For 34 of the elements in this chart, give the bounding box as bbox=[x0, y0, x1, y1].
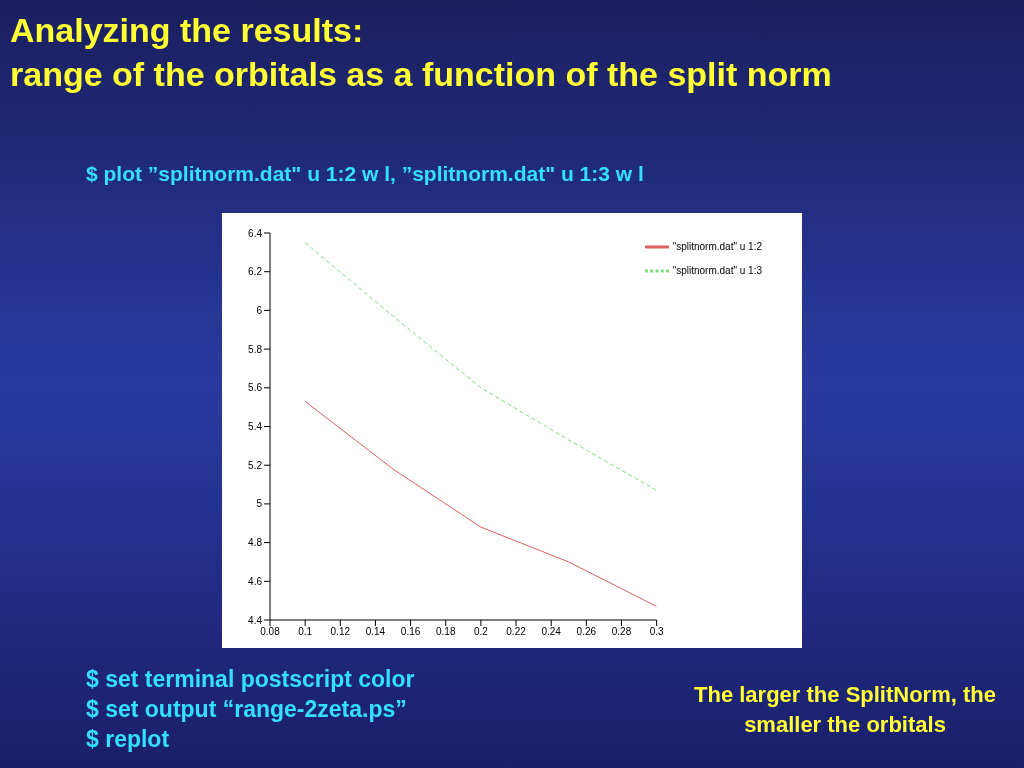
x-tick-label: 0.28 bbox=[611, 626, 632, 638]
x-tick-label: 0.18 bbox=[436, 626, 456, 638]
y-tick-label: 5.6 bbox=[248, 382, 263, 394]
y-tick-label: 5.8 bbox=[248, 343, 263, 355]
text: $ replot bbox=[86, 725, 171, 754]
x-tick-label: 0.2 bbox=[473, 626, 489, 638]
x-tick-label: 0.24 bbox=[541, 626, 562, 638]
line-series bbox=[304, 242, 657, 491]
y-tick-label: 5 bbox=[256, 498, 263, 510]
x-tick-label: 0.16 bbox=[400, 626, 421, 638]
x-tick-label: 0.14 bbox=[365, 626, 386, 638]
x-tick-label: 0.22 bbox=[506, 626, 527, 638]
y-tick-label: 4.8 bbox=[248, 537, 263, 549]
legend-label: "splitnorm.dat" u 1:3 bbox=[672, 264, 762, 276]
y-tick-label: 4.6 bbox=[248, 575, 263, 587]
y-tick-label: 6.4 bbox=[248, 227, 263, 239]
x-tick-label: 0.12 bbox=[330, 626, 351, 638]
legend-label: "splitnorm.dat" u 1:2 bbox=[672, 240, 762, 252]
y-tick-label: 5.2 bbox=[248, 459, 263, 471]
y-tick-label: 4.4 bbox=[248, 614, 263, 626]
text: $ plot ”splitnorm.dat" u 1:2 w l, ”splitnorm.dat" u 1:3 w l bbox=[86, 162, 644, 186]
text: $ set output “range-2zeta.ps” bbox=[86, 695, 408, 724]
y-tick-label: 6 bbox=[256, 304, 263, 316]
x-tick-label: 0.1 bbox=[298, 626, 313, 638]
y-tick-label: 5.4 bbox=[248, 421, 263, 433]
x-tick-label: 0.26 bbox=[576, 626, 597, 638]
text: $ set terminal postscript color bbox=[86, 665, 415, 694]
line-series bbox=[304, 400, 657, 607]
x-tick-label: 0.08 bbox=[260, 626, 281, 638]
text: The larger the SplitNorm, the smaller the orbitals bbox=[693, 681, 997, 739]
chart-title: Analyzing the results: bbox=[10, 10, 365, 51]
x-tick-label: 0.3 bbox=[649, 626, 665, 638]
y-tick-label: 6.2 bbox=[248, 266, 263, 278]
chart-subtitle: range of the orbitals as a function of the split norm bbox=[10, 54, 832, 95]
